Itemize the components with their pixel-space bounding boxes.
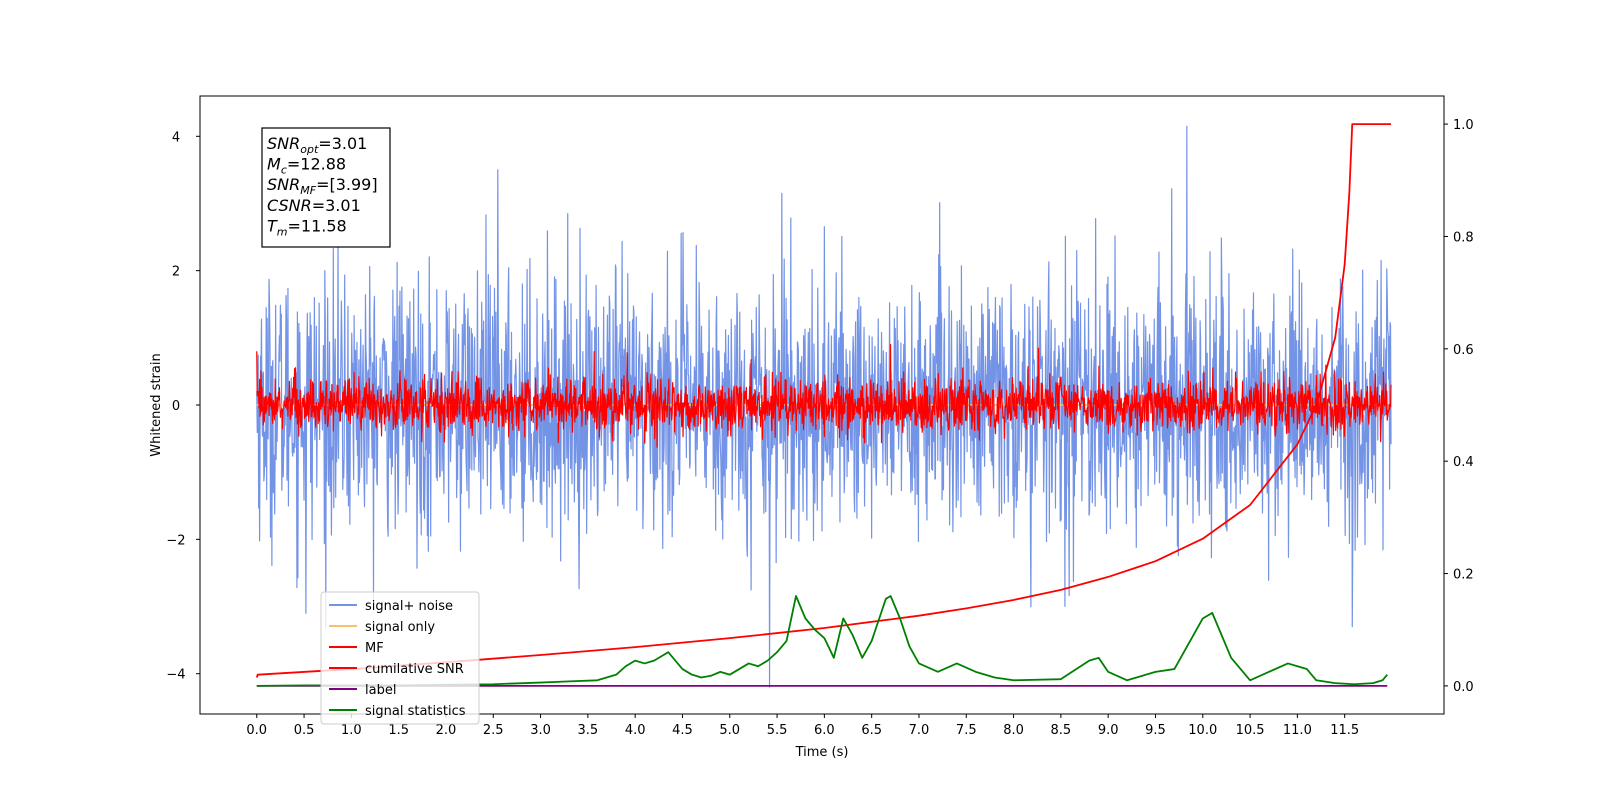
x-tick-label: 6.0 xyxy=(814,723,835,738)
stat-snr-mf-text: SNRMF=[3.99] xyxy=(267,175,378,197)
stats-annotation-box: SNRopt=3.01Mc=12.88SNRMF=[3.99]CSNR=3.01… xyxy=(261,127,391,248)
x-tick-label: 10.5 xyxy=(1236,723,1265,738)
y-tick-label: 4 xyxy=(172,130,180,145)
legend: signal+ noise signal only MF cumilative SNR… xyxy=(320,591,480,725)
series-mf-line xyxy=(256,343,1392,448)
legend-item-label: label xyxy=(329,683,396,698)
legend-label: signal only xyxy=(365,620,435,635)
x-tick-label: 0.0 xyxy=(246,723,267,738)
legend-item-cumilative-snr: cumilative SNR xyxy=(329,662,464,677)
legend-label: cumilative SNR xyxy=(365,662,464,677)
y2-tick-label: 0.8 xyxy=(1453,230,1474,245)
x-tick-label: 9.5 xyxy=(1145,723,1166,738)
x-tick-label: 2.0 xyxy=(436,723,457,738)
x-tick-label: 9.0 xyxy=(1098,723,1119,738)
stat-t-m-text: Tm=11.58 xyxy=(267,216,347,238)
y-axis-left: −4 −2 0 2 4 xyxy=(166,130,200,683)
x-tick-label: 6.5 xyxy=(861,723,882,738)
x-tick-label: 7.0 xyxy=(909,723,930,738)
x-tick-label: 2.5 xyxy=(483,723,504,738)
x-tick-label: 1.0 xyxy=(341,723,362,738)
y-tick-label: 0 xyxy=(172,399,180,414)
y2-tick-label: 0.6 xyxy=(1453,343,1474,358)
y-tick-label: 2 xyxy=(172,265,180,280)
legend-item-signal-statistics: signal statistics xyxy=(329,704,466,719)
x-axis: 0.0 0.5 1.0 1.5 2.0 2.5 3.0 3.5 4.0 4.5 5.0 5.5 6.0 6… xyxy=(246,714,1359,738)
x-tick-label: 0.5 xyxy=(294,723,315,738)
x-tick-label: 11.5 xyxy=(1330,723,1359,738)
x-tick-label: 4.0 xyxy=(625,723,646,738)
y-axis-label: Whitened strain xyxy=(149,353,164,456)
stat-m-c-text: Mc=12.88 xyxy=(267,155,346,177)
legend-label: MF xyxy=(365,641,384,656)
y2-tick-label: 0.4 xyxy=(1453,455,1474,470)
y-tick-label: −2 xyxy=(166,533,185,548)
y-axis-right: 0.0 0.2 0.4 0.6 0.8 1.0 xyxy=(1444,118,1474,695)
x-tick-label: 4.5 xyxy=(672,723,693,738)
legend-frame xyxy=(320,591,480,725)
y2-tick-label: 1.0 xyxy=(1453,118,1474,133)
x-tick-label: 8.5 xyxy=(1051,723,1072,738)
x-tick-label: 3.0 xyxy=(530,723,551,738)
legend-item-mf: MF xyxy=(329,641,384,656)
y-tick-label: −4 xyxy=(166,668,185,683)
y2-tick-label: 0.0 xyxy=(1453,680,1474,695)
legend-label: signal+ noise xyxy=(365,599,453,614)
series-signal-statistics-line xyxy=(256,595,1388,687)
legend-label: label xyxy=(365,683,396,698)
y2-tick-label: 0.2 xyxy=(1453,568,1474,583)
legend-label: signal statistics xyxy=(365,704,466,719)
x-tick-label: 11.0 xyxy=(1283,723,1312,738)
legend-item-signal-only: signal only xyxy=(329,620,435,635)
x-tick-label: 3.5 xyxy=(578,723,599,738)
stats-box-frame xyxy=(261,127,391,248)
legend-item-signal-noise: signal+ noise xyxy=(329,599,453,614)
x-tick-label: 5.5 xyxy=(767,723,788,738)
x-tick-label: 1.5 xyxy=(388,723,409,738)
stat-snr-opt-text: SNRopt=3.01 xyxy=(267,134,367,156)
x-tick-label: 5.0 xyxy=(719,723,740,738)
x-tick-label: 7.5 xyxy=(956,723,977,738)
x-axis-label: Time (s) xyxy=(795,745,849,760)
x-tick-label: 10.0 xyxy=(1188,723,1217,738)
series-cumilative-snr-line xyxy=(255,123,1392,678)
x-tick-label: 8.0 xyxy=(1003,723,1024,738)
stat-csnr-text: CSNR=3.01 xyxy=(267,196,361,215)
